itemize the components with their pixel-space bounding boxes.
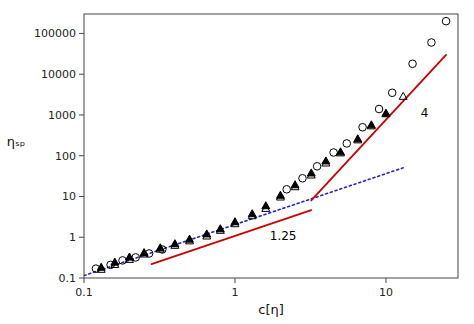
y-tick-label: 10: [62, 190, 76, 203]
x-axis-label: c[η]: [258, 302, 284, 317]
y-tick-label: 100000: [34, 27, 76, 40]
data-point: [442, 17, 450, 25]
slope-annotation: 1.25: [270, 229, 297, 243]
data-point: [156, 244, 164, 251]
data-point: [186, 235, 194, 242]
data-point: [409, 60, 417, 68]
plot-area: [84, 17, 450, 275]
data-point: [382, 110, 390, 117]
data-point: [343, 140, 351, 148]
slope-annotation: 4: [421, 106, 429, 120]
data-point: [248, 210, 256, 217]
data-point: [283, 186, 291, 194]
x-tick-label: 10: [379, 286, 393, 299]
data-point: [382, 109, 390, 116]
fit-line: [311, 55, 446, 201]
x-tick: [84, 278, 85, 283]
data-point: [375, 105, 383, 113]
data-point: [125, 253, 133, 260]
data-point: [313, 163, 321, 171]
data-point: [337, 148, 345, 155]
y-tick: [79, 33, 84, 34]
fit-line: [84, 168, 403, 276]
plot-frame: [84, 14, 458, 278]
data-point: [354, 135, 362, 142]
chart: 0.1 1 10 0.1 1 10 100 1000 10000 100000 c[η] ηₛₚ 1.2…: [0, 0, 474, 324]
y-tick-label: 1000: [48, 109, 76, 122]
data-point: [111, 258, 119, 265]
fit-line: [152, 210, 312, 264]
y-tick: [79, 278, 84, 279]
x-tick: [385, 278, 386, 283]
y-tick: [79, 74, 84, 75]
points: [92, 17, 450, 272]
data-point: [216, 225, 224, 232]
x-tick-label: 1: [231, 286, 238, 299]
ticks: 0.1 1 10 0.1 1 10 100 1000 10000 100000: [34, 27, 393, 299]
y-tick-label: 1: [69, 231, 76, 244]
data-point: [203, 230, 211, 237]
data-point: [428, 39, 436, 47]
data-point: [367, 122, 375, 129]
data-point: [276, 191, 284, 198]
y-tick-label: 100: [55, 150, 76, 163]
y-tick: [79, 196, 84, 197]
x-tick: [234, 278, 235, 283]
lines: [84, 55, 446, 276]
y-axis-label: ηₛₚ: [7, 134, 26, 149]
data-point: [262, 202, 270, 209]
data-point: [359, 123, 367, 131]
y-tick-label: 10000: [41, 68, 76, 81]
y-tick: [79, 155, 84, 156]
x-tick-label: 0.1: [75, 286, 93, 299]
data-point: [97, 263, 105, 270]
data-point: [307, 169, 315, 176]
data-point: [171, 240, 179, 247]
y-tick-label: 0.1: [59, 272, 77, 285]
annotations: 1.25 4: [270, 106, 429, 243]
y-tick: [79, 114, 84, 115]
data-point: [399, 92, 407, 99]
data-point: [367, 121, 375, 128]
y-tick: [79, 237, 84, 238]
data-point: [231, 218, 239, 225]
data-point: [388, 89, 396, 97]
data-point: [322, 157, 330, 164]
data-point: [299, 174, 307, 182]
data-point: [140, 249, 148, 256]
data-point: [291, 181, 299, 188]
